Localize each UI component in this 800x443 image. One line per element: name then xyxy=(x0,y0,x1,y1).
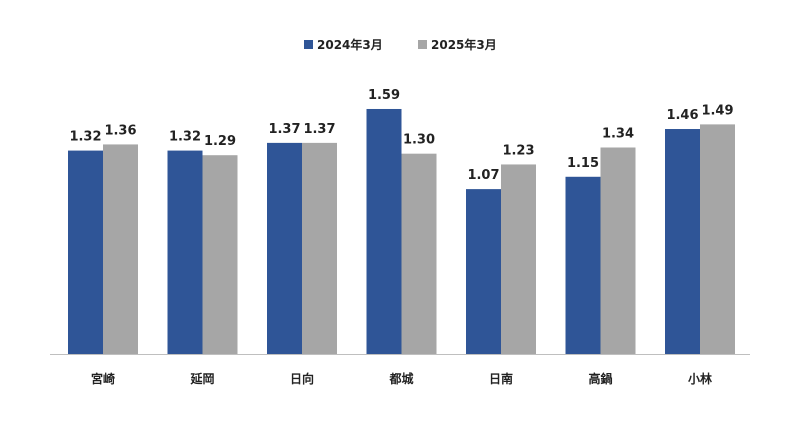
bar-series2-2 xyxy=(302,142,337,354)
data-label-series2-3: 1.30 xyxy=(403,133,435,148)
legend-label-series2: 2025年3月 xyxy=(431,37,497,52)
data-label-series2-2: 1.37 xyxy=(303,122,335,137)
category-labels: 宮崎 延岡 日向 都城 日南 高鍋 小林 xyxy=(91,371,712,386)
data-label-series2-4: 1.23 xyxy=(502,143,534,158)
legend-swatch-series2 xyxy=(418,40,427,49)
bar-series1-0 xyxy=(68,150,103,354)
category-label-2: 日向 xyxy=(290,371,314,386)
bar-series1-1 xyxy=(167,150,203,354)
bar-series1-4 xyxy=(466,189,501,354)
category-label-6: 小林 xyxy=(688,371,712,386)
data-label-series2-0: 1.36 xyxy=(104,123,136,138)
category-label-0: 宮崎 xyxy=(91,371,115,386)
data-label-series1-4: 1.07 xyxy=(467,168,499,183)
data-label-series1-0: 1.32 xyxy=(69,130,101,145)
data-label-series1-5: 1.15 xyxy=(567,156,599,171)
data-label-series2-5: 1.34 xyxy=(602,127,634,142)
bar-series1-6 xyxy=(665,129,700,354)
bar-series1-5 xyxy=(565,176,601,354)
bar-series1-3 xyxy=(366,108,402,354)
data-label-series2-1: 1.29 xyxy=(204,134,236,149)
category-label-4: 日南 xyxy=(489,371,513,386)
data-label-series1-2: 1.37 xyxy=(268,122,300,137)
legend-swatch-series1 xyxy=(304,40,313,49)
legend-label-series1: 2024年3月 xyxy=(317,37,383,52)
data-label-series1-1: 1.32 xyxy=(169,130,201,145)
bar-series2-3 xyxy=(401,153,437,354)
bars xyxy=(68,108,735,355)
bar-series2-6 xyxy=(700,124,735,355)
bar-series2-4 xyxy=(501,164,536,354)
bar-series2-5 xyxy=(600,147,636,354)
category-label-5: 高鍋 xyxy=(588,371,612,386)
bar-series1-2 xyxy=(267,142,302,354)
data-label-series2-6: 1.49 xyxy=(701,103,733,118)
bar-series2-1 xyxy=(202,155,238,354)
category-label-3: 都城 xyxy=(388,371,413,386)
data-label-series1-3: 1.59 xyxy=(368,88,400,103)
data-label-series1-6: 1.46 xyxy=(666,108,698,123)
legend: 2024年3月 2025年3月 xyxy=(304,37,497,52)
category-label-1: 延岡 xyxy=(189,371,214,386)
value-labels: 1.32 1.36 1.32 1.291.37 1.371.591.301.071.23… xyxy=(69,88,733,183)
bar-series2-0 xyxy=(103,144,138,354)
